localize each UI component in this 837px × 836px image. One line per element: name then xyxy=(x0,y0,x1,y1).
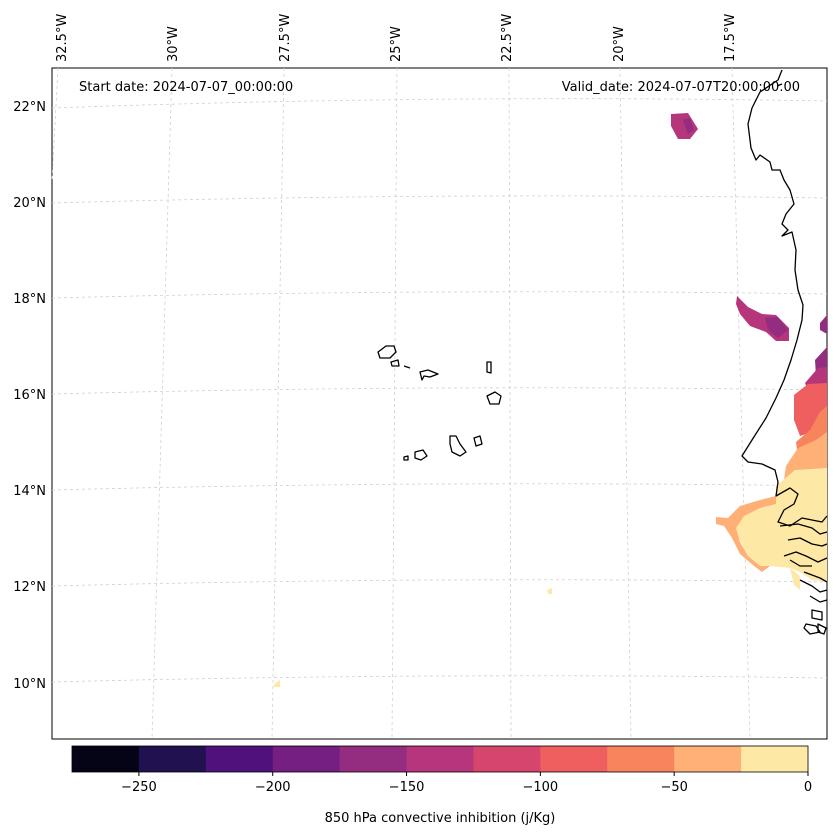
lon-label: 30°W xyxy=(166,26,181,62)
lon-label: 22.5°W xyxy=(500,14,515,62)
lat-label: 20°N xyxy=(13,196,46,211)
colorbar-cell xyxy=(72,746,140,772)
colorbar-label: 850 hPa convective inhibition (j/Kg) xyxy=(325,811,556,826)
cin-cream-ring xyxy=(716,496,776,572)
coastline xyxy=(377,69,828,635)
lon-label: 32.5°W xyxy=(55,14,70,62)
colorbar-outline xyxy=(71,745,809,773)
cin-patch-north xyxy=(671,113,698,139)
colorbar-tick-label: −150 xyxy=(389,780,425,795)
cin-patch-north-core xyxy=(683,118,694,134)
colorbar-cell xyxy=(473,746,541,772)
lon-label: 25°W xyxy=(389,26,404,62)
lat-labels: 22°N 20°N 18°N 16°N 14°N 12°N 10°N xyxy=(13,100,46,692)
sal-island xyxy=(776,83,783,87)
lon-label: 17.5°W xyxy=(723,14,738,62)
maio xyxy=(473,435,483,447)
colorbar-cell xyxy=(741,746,809,772)
cin-small-dot-b xyxy=(274,680,280,687)
cin-fill xyxy=(274,113,827,687)
colorbar-cell xyxy=(674,746,742,772)
lat-label: 22°N xyxy=(13,100,46,115)
lat-label: 14°N xyxy=(13,484,46,499)
brava xyxy=(403,455,409,461)
colorbar-tick-label: −250 xyxy=(121,780,157,795)
cin-patch-mid-core xyxy=(765,317,788,338)
lon-labels: 32.5°W 30°W 27.5°W 25°W 22.5°W 20°W 17.5… xyxy=(55,14,738,62)
guinea-bissau-coast xyxy=(783,537,828,635)
map-frame xyxy=(51,67,828,740)
fogo xyxy=(414,449,428,461)
sao-nicolau xyxy=(419,369,439,381)
lat-label: 12°N xyxy=(13,580,46,595)
colorbar-cell xyxy=(272,746,341,772)
gambia-river xyxy=(779,523,828,535)
start-date-label: Start date: 2024-07-07_00:00:00 xyxy=(79,80,293,95)
sao-vicente xyxy=(390,359,400,367)
colorbar-tick-label: −200 xyxy=(255,780,291,795)
colorbar-cell xyxy=(339,746,408,772)
valid-date-label: Valid_date: 2024-07-07T20:00:00.00 xyxy=(562,80,800,95)
colorbar-tick-label: −100 xyxy=(523,780,559,795)
cin-cream-tail xyxy=(790,568,800,590)
colorbar-cell xyxy=(406,746,474,772)
santa-luzia xyxy=(403,365,411,369)
colorbar-tick-label: −50 xyxy=(660,780,687,795)
lat-label: 18°N xyxy=(13,292,46,307)
cin-cream-main xyxy=(733,468,827,582)
colorbar: −250 −200 −150 −100 −50 0 850 hPa convective … xyxy=(71,745,812,826)
colorbar-cell xyxy=(540,746,608,772)
santo-antao xyxy=(377,345,397,359)
boa-vista xyxy=(486,391,502,405)
lon-label: 20°W xyxy=(612,26,627,62)
colorbar-cell xyxy=(607,746,675,772)
sal xyxy=(486,361,492,374)
lat-label: 16°N xyxy=(13,388,46,403)
graticule xyxy=(51,67,828,740)
cin-patch-east xyxy=(820,315,827,334)
lat-label: 10°N xyxy=(13,677,46,692)
colorbar-cells xyxy=(72,746,809,772)
colorbar-tick-label: 0 xyxy=(804,780,812,795)
cin-small-dot-a xyxy=(547,588,552,594)
colorbar-ticks: −250 −200 −150 −100 −50 0 xyxy=(121,772,812,795)
colorbar-cell xyxy=(138,746,207,772)
santiago xyxy=(449,435,467,457)
lon-label: 27.5°W xyxy=(278,14,293,62)
africa-coast xyxy=(741,69,828,527)
colorbar-cell xyxy=(205,746,274,772)
